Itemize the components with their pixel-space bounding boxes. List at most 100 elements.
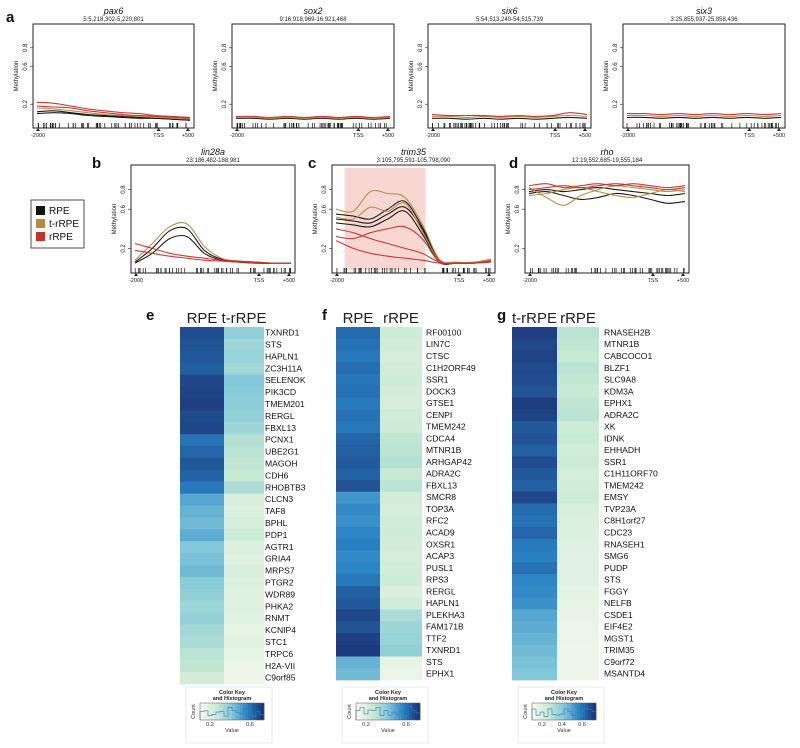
series-line-t-rRPE	[335, 189, 492, 264]
gene-label-BLZF1: BLZF1	[604, 363, 630, 373]
color-key-gradient	[240, 703, 243, 720]
gene-label-BPHL: BPHL	[265, 518, 288, 528]
gene-title: rho	[600, 147, 613, 157]
heatmap-cell	[224, 350, 264, 364]
heatmap-cell	[380, 468, 422, 481]
panel-label-e: e	[146, 307, 154, 324]
heatmap-cell	[380, 585, 422, 599]
color-key-gradient	[369, 703, 373, 720]
gene-label-EPHX1: EPHX1	[604, 398, 632, 408]
color-key-gradient	[232, 703, 235, 720]
color-key-gradient	[364, 703, 367, 720]
heatmap-cell	[380, 385, 422, 398]
y-tick-label: 0.2	[23, 99, 29, 108]
color-key-histogram	[199, 707, 265, 720]
heatmap-cell	[557, 644, 599, 657]
column-header-t-rRPE: t-rRPE	[222, 310, 267, 327]
gene-label-TMEM201: TMEM201	[265, 399, 305, 409]
color-key-gradient	[401, 703, 405, 720]
panel-label-a: a	[6, 9, 15, 26]
gene-label-SELENOK: SELENOK	[265, 375, 306, 385]
heatmap-cell	[380, 656, 422, 669]
y-axis-label: Methylation	[604, 61, 610, 92]
y-tick-label: 0.6	[23, 62, 29, 71]
gene-title: sox2	[303, 6, 322, 16]
color-key-gradient	[205, 703, 209, 720]
y-tick-label: 0.2	[613, 99, 619, 108]
y-axis-label: Methylation	[313, 204, 319, 235]
heatmap-cell	[512, 562, 557, 575]
y-axis-label: Methylation	[112, 204, 118, 235]
heatmap-cell	[512, 515, 557, 528]
heatmap-cell	[336, 409, 380, 422]
panel-label-d: d	[509, 155, 518, 172]
heatmap-cell	[224, 553, 264, 566]
x-tick-marker	[156, 128, 161, 131]
cpg-rug	[336, 268, 491, 273]
gene-label-PCNX1: PCNX1	[265, 435, 294, 445]
heatmap-cell	[224, 481, 264, 494]
heatmap-cell	[512, 585, 557, 599]
highlight-region	[344, 168, 426, 270]
panel-label-g: g	[497, 307, 506, 324]
x-tick-marker	[36, 128, 40, 131]
plot-frame	[524, 164, 690, 274]
x-tick-label: +500	[773, 133, 785, 139]
cpg-rug	[626, 123, 779, 128]
gene-label-DOCK3: DOCK3	[426, 386, 456, 396]
color-key-ylabel: Count	[347, 704, 353, 719]
y-tick-label: 0.8	[121, 185, 127, 194]
gene-label-PTGR2: PTGR2	[265, 577, 294, 587]
heatmap-cell	[380, 409, 422, 422]
series-line-rRPE	[235, 115, 391, 118]
legend: RPE t-rRPE rRPE	[30, 199, 85, 249]
x-tick-marker	[186, 128, 190, 131]
heatmap-cell	[336, 527, 380, 540]
x-tick-marker	[235, 128, 239, 131]
heatmap-cell	[224, 529, 264, 542]
cpg-rug	[134, 268, 291, 273]
plot-frame	[130, 164, 296, 274]
y-tick-label: 0.6	[121, 204, 127, 213]
gene-label-KCNIP4: KCNIP4	[265, 625, 296, 635]
color-key-title: Color Key	[551, 690, 578, 696]
gene-label-UBE2G1: UBE2G1	[265, 447, 299, 457]
column-header-RPE: RPE	[343, 310, 374, 327]
x-tick-label: +500	[382, 133, 394, 139]
column-header-RPE: RPE	[187, 310, 218, 327]
heatmap-cell	[512, 397, 557, 410]
gene-label-TXNRD1: TXNRD1	[426, 645, 461, 655]
color-key-gradient	[532, 703, 535, 720]
x-tick-label: -2000	[523, 278, 537, 284]
heatmap-cell	[180, 553, 224, 566]
heatmap-cell	[224, 505, 264, 518]
x-tick-marker	[431, 128, 435, 131]
heatmap-cell	[224, 469, 264, 483]
heatmap-cell	[557, 550, 599, 563]
heatmap-cell	[224, 386, 264, 399]
color-key-gradient	[558, 703, 562, 720]
color-key-gradient	[574, 703, 578, 720]
heatmap-cell	[336, 421, 380, 434]
color-key-title: and Histogram	[545, 696, 584, 702]
series-line-t-rRPE	[431, 114, 588, 118]
series-line-RPE	[36, 112, 191, 121]
y-tick-label: 0.6	[515, 204, 521, 213]
heatmap-cell	[180, 350, 224, 364]
color-key-gradient	[390, 703, 394, 720]
color-key-gradient	[540, 703, 543, 720]
legend-swatch-RPE	[36, 206, 45, 215]
plot-frame	[427, 23, 592, 129]
panel-label-c: c	[308, 155, 316, 172]
x-tick-label: -2000	[330, 278, 344, 284]
heatmap-cell	[336, 397, 380, 410]
heatmap-cell	[557, 432, 599, 446]
x-tick-marker	[777, 128, 781, 131]
heatmap-cell	[180, 565, 224, 578]
heatmap-cell	[557, 338, 599, 351]
heatmap-cell	[512, 527, 557, 540]
gene-label-MGST1: MGST1	[604, 633, 634, 643]
